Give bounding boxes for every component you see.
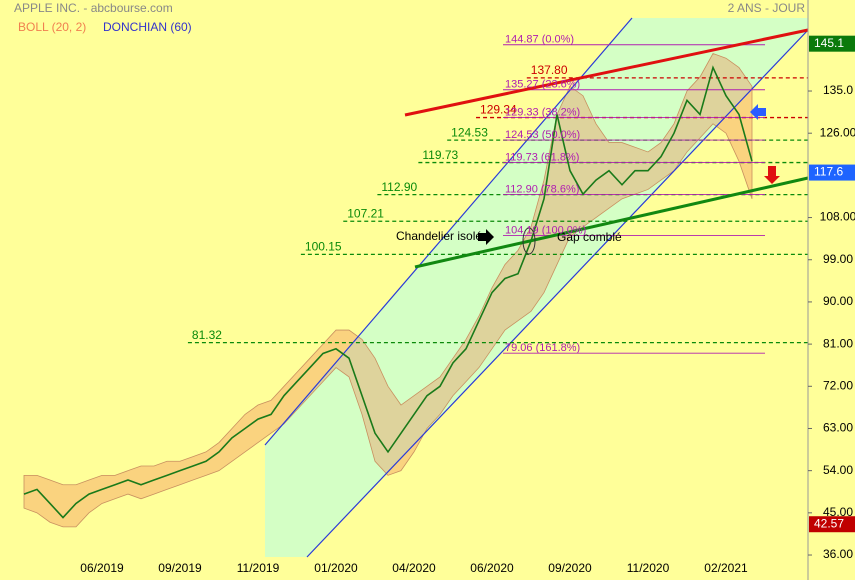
level-label: 107.21 <box>347 206 384 220</box>
level-label: 124.53 <box>451 125 488 139</box>
support-trendline <box>414 176 809 269</box>
y-tick-label: 90.00 <box>823 294 853 308</box>
gap-ellipse <box>522 227 536 255</box>
price-line <box>23 65 753 519</box>
x-tick-label: 11/2019 <box>237 561 280 575</box>
price-badge <box>809 35 855 52</box>
fib-label: 104.19 (100.0%) <box>505 224 586 236</box>
fib-label: 129.33 (38.2%) <box>505 106 580 118</box>
channel-fill <box>265 18 808 557</box>
y-tick-label: 54.00 <box>823 463 853 477</box>
level-label: 119.73 <box>422 148 458 162</box>
arrow-right <box>478 229 494 245</box>
y-tick-label: 81.00 <box>823 336 853 350</box>
price-badge <box>809 516 855 533</box>
fib-label: 135.27 (23.6%) <box>505 79 580 91</box>
x-tick-label: 06/2019 <box>80 561 124 575</box>
x-tick-label: 09/2020 <box>548 561 592 575</box>
arrow-down <box>764 166 780 184</box>
y-tick-label: 36.00 <box>823 547 853 561</box>
y-tick-label: 72.00 <box>823 378 853 392</box>
chart-title: APPLE INC. - abcbourse.com <box>14 1 173 15</box>
level-label: 81.32 <box>192 328 222 342</box>
y-tick-label: 126.00 <box>820 125 855 139</box>
y-tick-label: 99.00 <box>823 252 853 266</box>
price-badge-label: 117.6 <box>814 165 843 179</box>
arrow-left <box>750 104 766 120</box>
y-tick-label: 63.00 <box>823 421 853 435</box>
resistance-trendline <box>404 28 809 117</box>
x-tick-label: 11/2020 <box>627 561 670 575</box>
x-tick-label: 06/2020 <box>470 561 514 575</box>
fib-label: 144.87 (0.0%) <box>505 34 574 46</box>
level-label: 129.34 <box>480 103 517 117</box>
level-label: 100.15 <box>305 240 342 254</box>
y-tick-label: 135.0 <box>823 83 853 97</box>
fib-label: 112.90 (78.6%) <box>505 184 579 196</box>
channel-upper <box>264 17 633 446</box>
level-label: 112.90 <box>381 180 417 194</box>
y-tick-label: 108.00 <box>820 210 855 224</box>
level-label: 137.80 <box>531 63 568 77</box>
x-tick-label: 02/2021 <box>704 561 748 575</box>
x-tick-label: 04/2020 <box>392 561 436 575</box>
x-tick-label: 09/2019 <box>158 561 202 575</box>
y-tick-label: 45.00 <box>823 505 853 519</box>
x-tick-label: 01/2020 <box>314 561 358 575</box>
annotation: Gap comblé <box>557 230 622 244</box>
legend-boll: BOLL (20, 2) <box>18 20 86 34</box>
period: 2 ANS - JOUR <box>728 1 806 15</box>
fib-label: 124.53 (50.0%) <box>505 129 580 141</box>
fib-label: 79.06 (161.8%) <box>505 342 580 354</box>
legend-donchian: DONCHIAN (60) <box>103 20 192 34</box>
price-badge-label: 145.1 <box>814 36 844 50</box>
fib-label: 119.73 (61.8%) <box>505 151 579 163</box>
annotation: Chandelier isolé <box>396 229 482 243</box>
price-badge <box>809 164 855 181</box>
price-badge-label: 42.57 <box>814 516 844 530</box>
